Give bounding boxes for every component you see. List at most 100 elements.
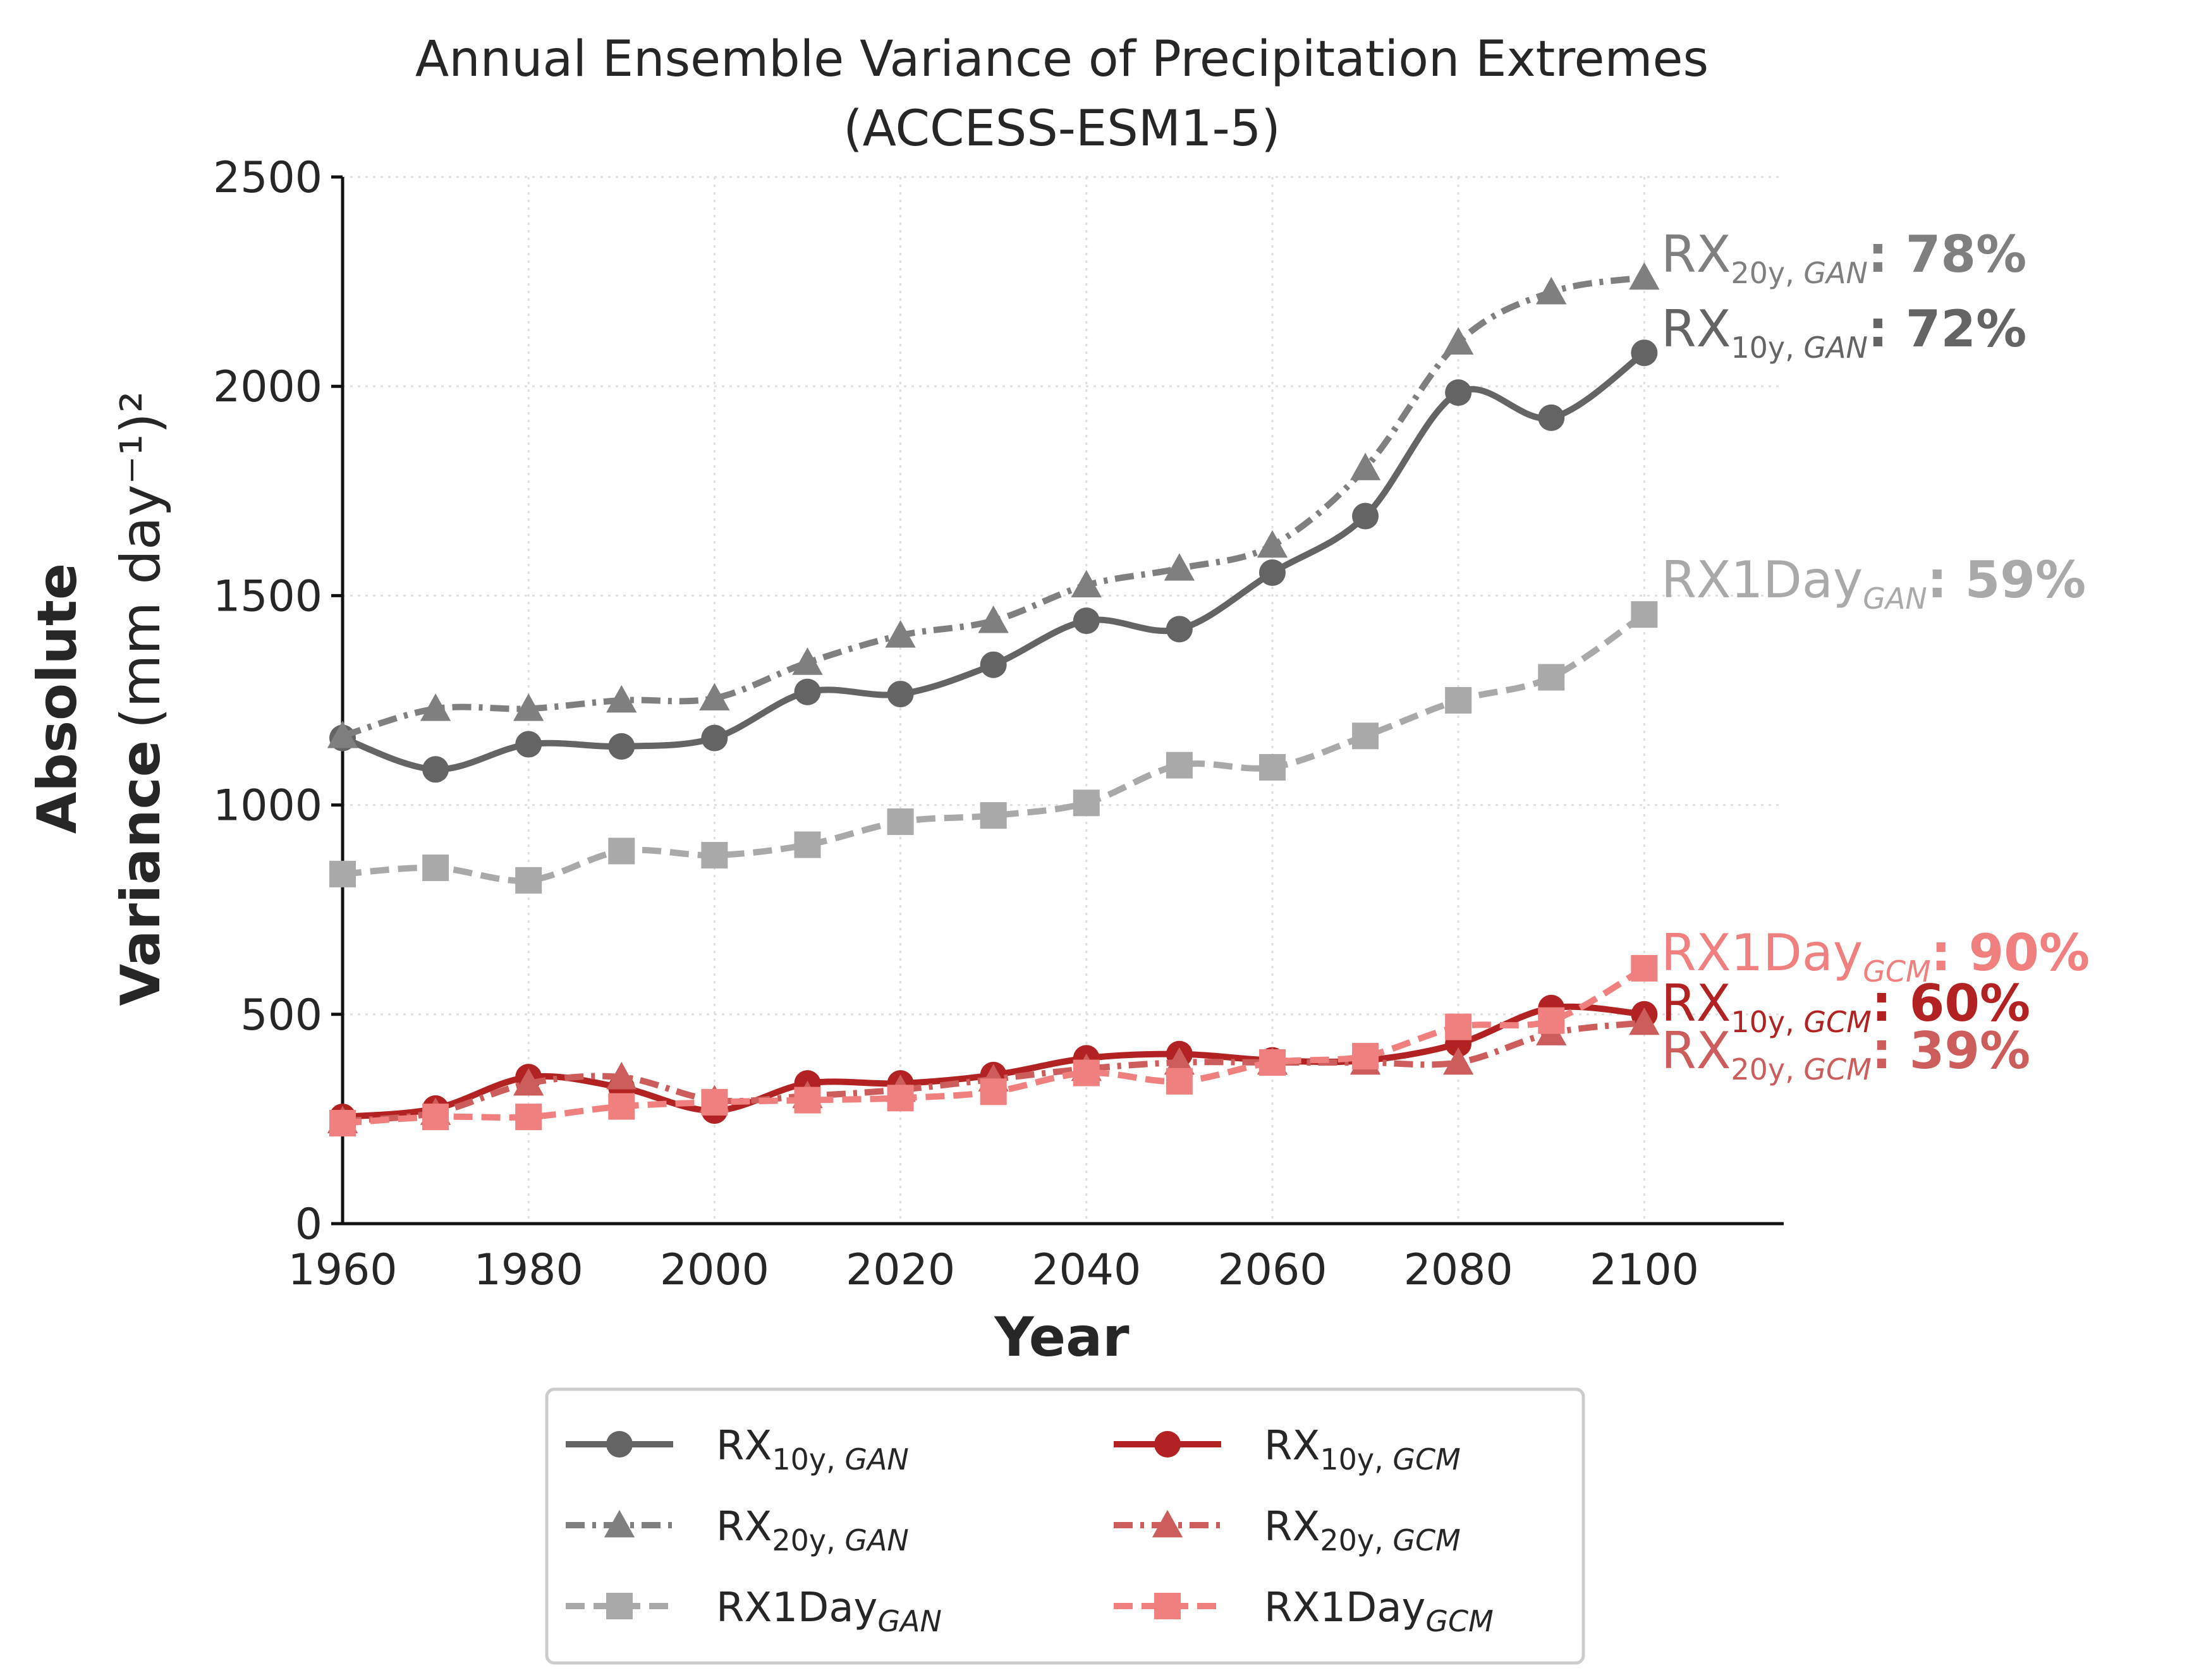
legend-item-rx10_gan: RX10y, GAN bbox=[566, 1423, 909, 1476]
legend-label-subi: GCM bbox=[1425, 1604, 1493, 1638]
data-point bbox=[1166, 1068, 1193, 1095]
end-label-sub: 10y, bbox=[1731, 1005, 1803, 1039]
x-tick-label: 2060 bbox=[1217, 1245, 1327, 1295]
end-label-base: RX bbox=[1661, 974, 1731, 1033]
legend-label: RX1DayGAN bbox=[716, 1585, 942, 1638]
legend-swatch-marker bbox=[1152, 1509, 1183, 1538]
legend-swatch-marker bbox=[1154, 1593, 1181, 1619]
end-label-rx20_gan: RX20y, GAN: 78% bbox=[1661, 225, 2026, 290]
legend-frame bbox=[545, 1387, 1585, 1665]
x-tick-label: 2100 bbox=[1590, 1245, 1699, 1295]
end-label-sub: 10y, bbox=[1731, 331, 1803, 365]
end-label-rx10_gan: RX10y, GAN: 72% bbox=[1661, 300, 2026, 365]
data-point bbox=[1629, 262, 1660, 290]
data-point bbox=[1352, 1043, 1379, 1070]
x-tick-label: 2080 bbox=[1404, 1245, 1513, 1295]
legend-label: RX10y, GCM bbox=[1264, 1423, 1461, 1476]
legend-label-sub: 10y, bbox=[772, 1442, 844, 1476]
y-tick-label: 1000 bbox=[213, 781, 322, 831]
data-point bbox=[1166, 752, 1193, 779]
series-rx20_gan bbox=[327, 262, 1660, 748]
legend-item-rx1_gan: RX1DayGAN bbox=[566, 1585, 942, 1638]
y-axis-label-line2: Variance (mm day⁻¹)² bbox=[109, 391, 173, 1006]
legend-swatch-marker bbox=[1154, 1431, 1181, 1458]
data-point bbox=[978, 605, 1009, 633]
series-line bbox=[341, 350, 1647, 773]
data-point bbox=[1538, 1007, 1565, 1034]
data-point bbox=[1071, 569, 1102, 598]
data-point bbox=[606, 1062, 637, 1090]
y-axis-label-bold: Variance bbox=[109, 740, 173, 1006]
end-label-pct: : 90% bbox=[1931, 923, 2090, 982]
legend-item-rx10_gcm: RX10y, GCM bbox=[1114, 1423, 1461, 1476]
data-point bbox=[701, 724, 728, 752]
x-tick-label: 2020 bbox=[846, 1245, 955, 1295]
end-label-base: RX bbox=[1661, 300, 1731, 358]
y-tick-label: 2500 bbox=[213, 153, 322, 203]
data-point bbox=[513, 1068, 544, 1096]
end-label-base: RX bbox=[1661, 1021, 1731, 1080]
data-point bbox=[1258, 559, 1286, 586]
end-label-pct: : 39% bbox=[1872, 1021, 2030, 1080]
data-point bbox=[1538, 664, 1565, 691]
legend-swatch-marker bbox=[604, 1509, 635, 1538]
data-point bbox=[1445, 687, 1472, 714]
data-point bbox=[887, 681, 914, 708]
data-point bbox=[329, 860, 356, 887]
data-point bbox=[1073, 789, 1100, 817]
data-point bbox=[422, 854, 449, 881]
data-point bbox=[1352, 722, 1379, 750]
data-point bbox=[1629, 1007, 1660, 1035]
y-tick-label: 1500 bbox=[213, 571, 322, 621]
y-axis-label-line1: Absolute bbox=[26, 563, 89, 834]
legend-item-rx20_gan: RX20y, GAN bbox=[566, 1504, 909, 1557]
series-group bbox=[327, 262, 1660, 1137]
data-point bbox=[980, 651, 1007, 678]
data-point bbox=[1073, 1059, 1100, 1087]
end-label-sub: 20y, bbox=[1731, 256, 1803, 290]
data-point bbox=[608, 837, 635, 865]
data-point bbox=[887, 1085, 914, 1112]
legend-label-subi: GCM bbox=[1392, 1523, 1460, 1557]
y-tick-label: 500 bbox=[240, 990, 322, 1040]
axes: 1960 1980 2000 2020 2040 2060 2080 2100 0 500 1000… bbox=[213, 153, 1784, 1295]
data-point bbox=[1536, 277, 1567, 305]
end-label-base: RX1Day bbox=[1661, 923, 1863, 982]
data-point bbox=[792, 647, 823, 675]
y-axis-label-unit: (mm day⁻¹)² bbox=[109, 391, 173, 729]
legend-label-subi: GAN bbox=[877, 1604, 942, 1638]
end-label-rx1_gcm: RX1DayGCM: 90% bbox=[1661, 923, 2090, 989]
legend-label-subi: GAN bbox=[844, 1523, 909, 1557]
data-point bbox=[1443, 1047, 1474, 1075]
series-rx10_gan bbox=[329, 339, 1658, 783]
end-label-pct: : 60% bbox=[1872, 974, 2030, 1033]
grid-lines bbox=[341, 176, 1784, 1225]
data-point bbox=[1164, 1047, 1195, 1075]
end-label-subi: GCM bbox=[1803, 1005, 1871, 1039]
data-point bbox=[885, 620, 916, 648]
data-point bbox=[327, 721, 358, 748]
legend-item-rx20_gcm: RX20y, GCM bbox=[1114, 1504, 1461, 1557]
legend-label-subi: GAN bbox=[844, 1442, 909, 1476]
legend-label-base: RX bbox=[1264, 1423, 1320, 1470]
data-point bbox=[515, 1104, 542, 1131]
data-point bbox=[329, 1110, 356, 1137]
end-label-subi: GAN bbox=[1803, 331, 1868, 365]
data-point bbox=[1166, 616, 1193, 643]
end-label-base: RX bbox=[1661, 225, 1731, 284]
data-point bbox=[608, 733, 635, 760]
data-point bbox=[887, 808, 914, 836]
end-label-rx10_gcm: RX10y, GCM: 60% bbox=[1661, 974, 2030, 1039]
end-labels: RX10y, GAN: 72%RX20y, GAN: 78%RX1DayGAN:… bbox=[1661, 225, 2090, 1087]
data-point bbox=[513, 693, 544, 721]
end-label-rx1_gan: RX1DayGAN: 59% bbox=[1661, 551, 2086, 616]
data-point bbox=[1352, 502, 1379, 530]
data-point bbox=[701, 1088, 728, 1116]
end-label-pct: : 72% bbox=[1868, 300, 2026, 358]
chart-subtitle: (ACCESS-ESM1-5) bbox=[843, 100, 1281, 157]
end-label-subi: GCM bbox=[1863, 954, 1930, 989]
legend-label-sub: 20y, bbox=[1320, 1523, 1392, 1557]
data-point bbox=[794, 678, 821, 705]
data-point bbox=[420, 693, 451, 721]
legend-swatch-marker bbox=[606, 1431, 633, 1458]
